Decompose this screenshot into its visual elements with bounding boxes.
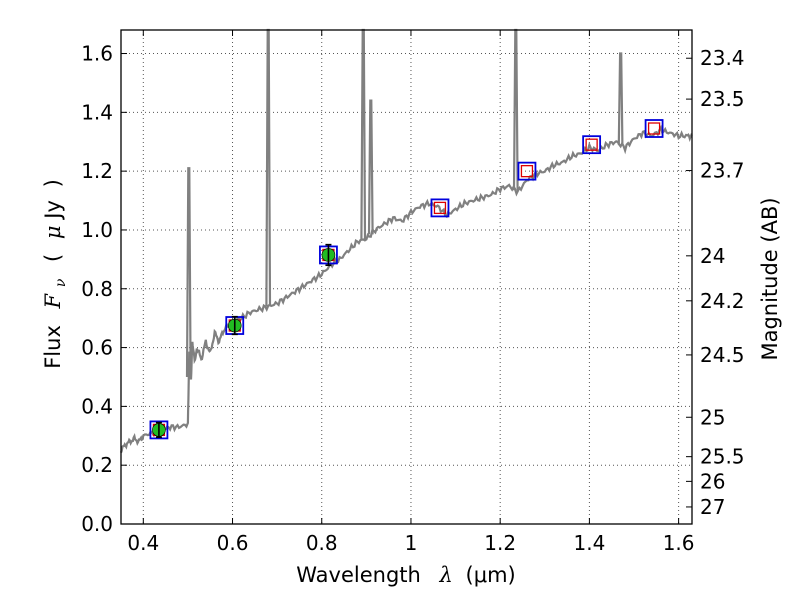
y2-tick-label: 23.5: [700, 87, 745, 111]
y2-tick-label: 23.4: [700, 46, 745, 70]
model-points: [149, 119, 664, 440]
x-tick-label: 1.6: [663, 531, 695, 555]
observed-points: [152, 243, 336, 439]
y2-tick-label: 25: [700, 405, 725, 429]
model-square-outer: [430, 198, 450, 218]
y-axis-label-text: Flux: [41, 325, 65, 369]
y-axis-label-symbol: F: [41, 292, 65, 309]
emission-line: [185, 167, 192, 378]
x-tick-label: 0.8: [306, 531, 338, 555]
observed-point: [227, 315, 242, 336]
model-square-inner: [433, 201, 447, 215]
y-tick-label: 1.4: [81, 100, 113, 124]
model-square-inner: [585, 138, 598, 151]
model-square-outer: [582, 135, 602, 155]
x-tick-label: 0.4: [127, 531, 159, 555]
grid: [121, 30, 692, 525]
y-axis-label-open: (: [41, 254, 65, 262]
emission-lines: [185, 28, 624, 378]
y-axis-label-sub: ν: [53, 278, 69, 287]
y2-tick-label: 24: [700, 244, 725, 268]
x-tick-label: 1: [405, 531, 418, 555]
y2-tick-label: 24.5: [700, 343, 745, 367]
observed-point: [321, 243, 336, 267]
y-axis-label-unit: Jy: [41, 200, 65, 221]
x-axis-label-symbol: λ: [439, 563, 453, 587]
emission-line: [512, 28, 519, 191]
x-tick-label: 1.2: [484, 531, 516, 555]
model-square-inner: [647, 122, 661, 135]
emission-line: [367, 99, 374, 235]
model-square-outer: [644, 119, 664, 138]
y-tick-label: 0.6: [81, 336, 113, 360]
x-tick-labels: 0.4 0.6 0.8 1 1.2 1.4 1.6: [127, 531, 694, 555]
model-point: [644, 119, 664, 138]
model-square-inner: [520, 164, 534, 178]
emission-line: [360, 28, 367, 240]
y-tick-label: 1.0: [81, 218, 113, 242]
y-axis-label-mu: μ: [41, 225, 65, 239]
y-tick-label: 0.0: [81, 512, 113, 536]
x-tick-label: 0.6: [217, 531, 249, 555]
y-tick-label: 0.8: [81, 277, 113, 301]
model-square-outer: [149, 420, 169, 440]
model-square-outer: [517, 161, 537, 181]
x-axis-label-unit: (μm): [466, 563, 516, 587]
x-axis-label-text: Wavelength: [296, 563, 421, 587]
model-point: [582, 135, 602, 155]
model-point: [517, 161, 537, 181]
spectrum-line: [119, 124, 693, 454]
y2-tick-label: 23.7: [700, 159, 745, 183]
y-axis-label-close: ): [41, 179, 65, 187]
y-tick-label: 0.2: [81, 453, 113, 477]
y2-tick-label: 27: [700, 495, 725, 519]
y-tick-label: 1.6: [81, 42, 113, 66]
spectrum-series: [119, 124, 693, 454]
emission-line: [617, 52, 624, 145]
axis-ticks: [121, 30, 692, 525]
emission-line: [265, 28, 272, 307]
plot-frame: [120, 29, 693, 525]
y2-tick-label: 25.5: [700, 445, 745, 469]
y-tick-label: 1.2: [81, 159, 113, 183]
y2-tick-label: 26: [700, 469, 725, 493]
y2-tick-label: 24.2: [700, 289, 745, 313]
y2-axis-label: Magnitude (AB): [758, 197, 782, 360]
y-axis-label: Flux F ν ( μ Jy ): [41, 179, 70, 369]
x-axis-label: Wavelength λ (μm): [296, 563, 515, 587]
x-tick-label: 1.4: [573, 531, 605, 555]
model-point: [430, 198, 450, 218]
observed-point: [152, 421, 166, 439]
y-tick-labels: 0.0 0.2 0.4 0.6 0.8 1.0 1.2 1.4 1.6: [81, 42, 113, 536]
y-tick-label: 0.4: [81, 394, 113, 418]
